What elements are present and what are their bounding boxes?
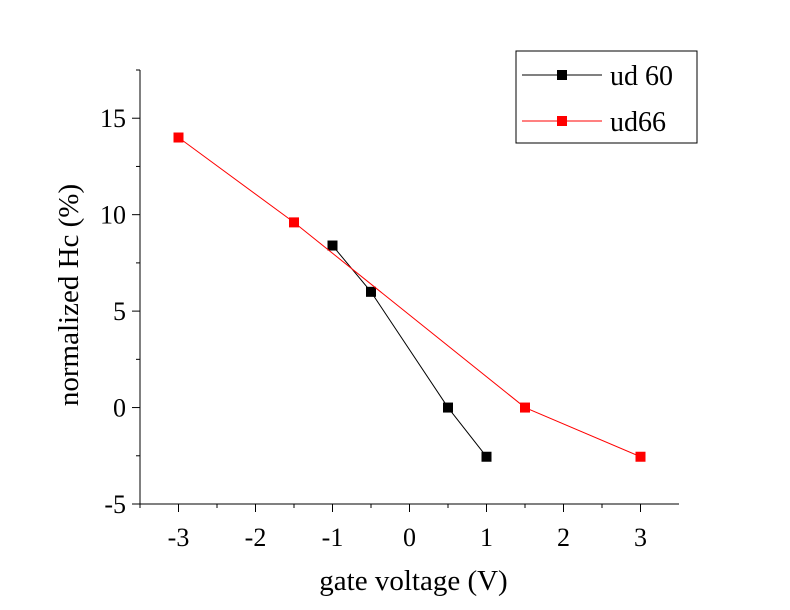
legend-marker <box>557 70 567 80</box>
x-axis-title: gate voltage (V) <box>319 565 507 597</box>
y-ticks: -5 0 5 10 15 <box>100 69 140 519</box>
legend-marker <box>557 116 567 126</box>
x-tick-label: -3 <box>168 523 190 552</box>
series-line-1 <box>178 137 641 458</box>
y-tick-label: 15 <box>100 104 126 133</box>
legend-label: ud66 <box>610 107 666 138</box>
x-tick-label: 1 <box>480 523 493 552</box>
x-tick-label: 0 <box>403 523 416 552</box>
y-tick-label: 0 <box>113 394 126 423</box>
x-tick-label: -2 <box>245 523 267 552</box>
legend: ud 60 ud66 <box>515 50 698 144</box>
data-point <box>366 286 376 297</box>
x-tick-label: 3 <box>634 523 647 552</box>
data-point <box>520 402 530 413</box>
x-tick-label: 2 <box>557 523 570 552</box>
data-point <box>173 132 184 143</box>
legend-label: ud 60 <box>610 61 673 92</box>
x-tick-label: -1 <box>322 523 344 552</box>
y-tick-label: -5 <box>104 490 126 519</box>
data-point <box>443 402 453 413</box>
y-axis-title: normalized Hc (%) <box>53 184 85 406</box>
y-tick-label: 5 <box>113 297 126 326</box>
data-point <box>327 240 338 251</box>
series-line-0 <box>332 245 487 458</box>
legend-box <box>515 50 698 144</box>
data-point <box>635 451 646 462</box>
data-point <box>289 217 299 228</box>
y-tick-label: 10 <box>100 201 126 230</box>
series-layer <box>173 132 646 462</box>
data-point <box>481 451 492 462</box>
x-ticks: -3 -2 -1 0 1 2 3 <box>139 504 647 552</box>
